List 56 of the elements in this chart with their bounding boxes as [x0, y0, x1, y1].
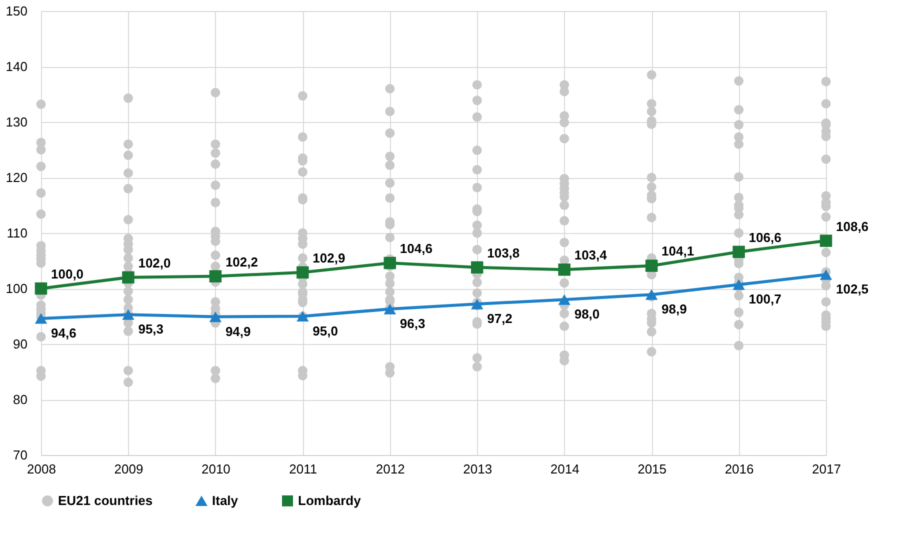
data-label: 106,6	[748, 230, 782, 245]
x-tick-label: 2016	[724, 462, 754, 476]
y-tick-label: 150	[6, 4, 28, 18]
x-tick-label: 2011	[289, 462, 318, 476]
legend-label: EU21 countries	[58, 492, 153, 508]
point	[209, 270, 222, 282]
data-label: 102,0	[138, 255, 171, 270]
data-label: 97,2	[487, 311, 512, 326]
y-tick-label: 110	[6, 226, 28, 240]
point	[645, 289, 658, 300]
data-label: 103,4	[574, 248, 608, 263]
y-tick-label: 130	[6, 114, 28, 130]
point	[209, 312, 222, 322]
x-tick-label: 2009	[114, 462, 144, 476]
data-label: 108,6	[836, 218, 869, 234]
x-tick-label: 2008	[27, 462, 56, 476]
point	[296, 266, 309, 279]
point	[645, 260, 658, 272]
point	[34, 282, 48, 295]
data-label: 103,8	[487, 245, 520, 260]
data-label: 100,7	[748, 292, 782, 307]
x-tick-label: 2012	[376, 462, 405, 476]
data-label: 95,0	[312, 323, 338, 338]
y-tick-label: 80	[13, 392, 28, 407]
point	[384, 256, 396, 270]
y-tick-label: 70	[13, 448, 28, 462]
y-tick-label: 90	[13, 336, 28, 352]
point	[558, 294, 570, 305]
data-label: 98,9	[662, 302, 687, 317]
point	[470, 261, 484, 274]
data-label: 94,6	[51, 325, 76, 340]
y-tick-label: 140	[6, 59, 28, 74]
data-label: 104,1	[662, 244, 694, 259]
x-tick-label: 2014	[550, 462, 580, 476]
point	[732, 246, 745, 258]
x-tick-label: 2017	[812, 462, 841, 476]
x-tick-label: 2015	[638, 462, 667, 476]
data-label: 95,3	[138, 322, 164, 337]
data-label: 102,2	[225, 254, 258, 270]
data-label: 104,6	[400, 240, 432, 256]
data-label: 98,0	[574, 306, 600, 322]
data-label: 94,9	[225, 324, 251, 339]
data-label: 102,9	[312, 250, 346, 266]
point	[820, 234, 832, 247]
x-tick-label: 2013	[463, 462, 492, 476]
data-label: 96,3	[400, 316, 426, 332]
point	[820, 269, 832, 280]
point	[558, 264, 570, 276]
x-tick-label: 2010	[201, 462, 230, 476]
data-label: 100,0	[51, 266, 84, 282]
y-tick-label: 100	[6, 281, 28, 296]
point	[122, 271, 134, 284]
legend-label: Italy	[212, 493, 239, 508]
data-label: 102,5	[836, 282, 869, 297]
legend-label: Lombardy	[298, 492, 362, 508]
y-tick-label: 120	[6, 170, 28, 185]
